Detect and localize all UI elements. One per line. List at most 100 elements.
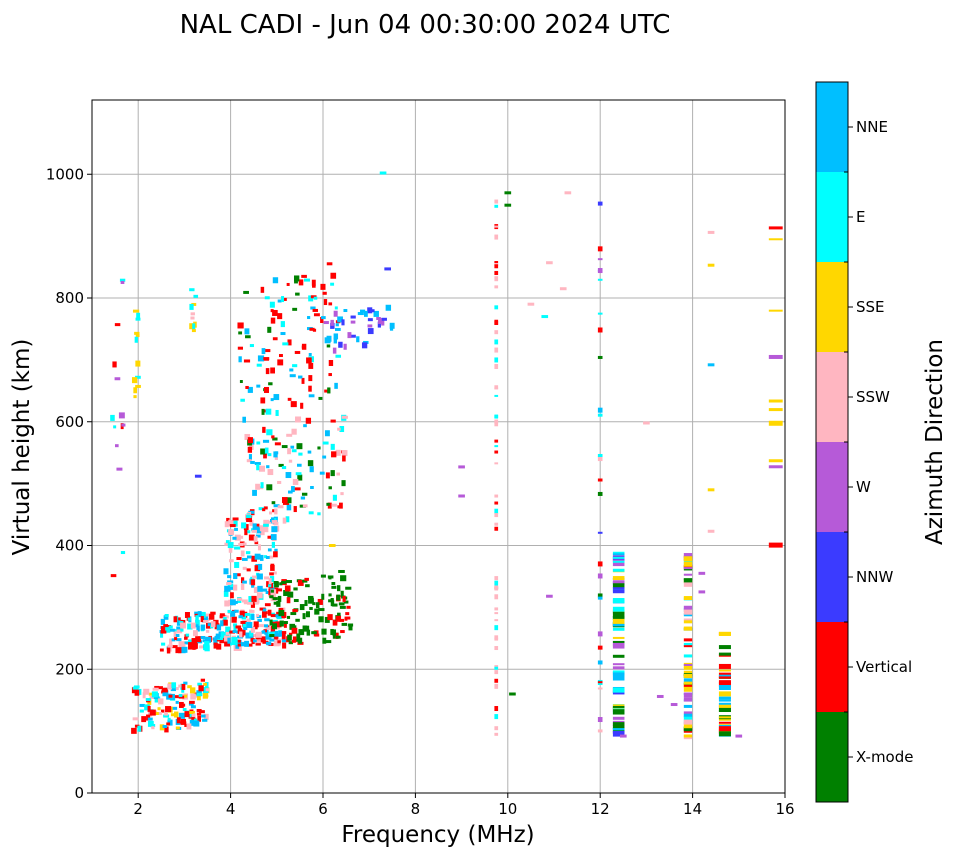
echo-mark: [248, 534, 255, 541]
echo-mark: [263, 523, 269, 527]
echo-mark: [239, 629, 246, 636]
echo-mark: [718, 716, 731, 719]
echo-mark: [171, 682, 177, 689]
echo-mark: [612, 582, 625, 588]
echo-mark: [612, 687, 625, 693]
echo-mark: [240, 643, 245, 647]
echo-mark: [189, 713, 196, 720]
echo-mark: [328, 593, 332, 597]
echo-mark: [178, 684, 182, 688]
colorbar-label: Azimuth Direction: [922, 339, 948, 545]
echo-mark: [287, 634, 292, 641]
echo-mark: [612, 618, 625, 624]
echo-mark: [612, 716, 625, 720]
colorbar: X-mode Vertical NNW W SSW SSE E NNE: [816, 82, 913, 802]
echo-mark: [683, 553, 693, 559]
echo-mark: [612, 589, 625, 594]
echo-mark: [283, 621, 287, 628]
echo-mark: [718, 691, 731, 697]
echo-mark: [188, 702, 194, 706]
echo-mark: [683, 678, 693, 684]
echo-mark: [494, 199, 499, 204]
echo-mark: [176, 638, 182, 642]
echo-mark: [298, 629, 305, 636]
echo-mark: [718, 699, 731, 702]
echo-mark: [244, 640, 249, 647]
echo-mark: [197, 611, 202, 618]
echo-mark: [220, 631, 226, 638]
echo-mark: [277, 359, 284, 366]
echo-mark: [227, 575, 232, 579]
echo-mark: [597, 478, 603, 482]
echo-mark: [656, 694, 664, 698]
echo-mark: [148, 692, 154, 696]
echo-mark: [213, 639, 217, 646]
echo-mark: [314, 633, 320, 637]
echo-mark: [255, 483, 260, 490]
echo-mark: [683, 654, 693, 658]
echo-mark: [313, 313, 320, 317]
echo-mark: [203, 682, 207, 686]
cluster-upper-spread: [237, 262, 342, 423]
cluster-low-E-layer: [131, 678, 210, 734]
echo-mark: [494, 450, 499, 454]
echo-mark: [320, 574, 326, 578]
echo-mark: [253, 621, 259, 628]
echo-mark: [157, 711, 162, 715]
echo-mark: [273, 601, 279, 605]
echo-mark: [310, 306, 316, 310]
echo-mark: [328, 544, 336, 547]
echo-mark: [190, 312, 195, 316]
x-tick-label: 2: [133, 800, 143, 818]
echo-mark: [612, 616, 625, 619]
echo-mark: [251, 529, 257, 533]
echo-mark: [233, 573, 238, 580]
echo-mark: [273, 394, 280, 401]
echo-mark: [259, 607, 266, 611]
echo-mark: [273, 504, 280, 508]
echo-mark: [295, 472, 302, 476]
echo-mark: [147, 705, 151, 712]
echo-mark: [143, 688, 150, 695]
echo-mark: [612, 663, 625, 666]
echo-mark: [612, 641, 625, 647]
echo-mark: [282, 517, 287, 524]
echo-mark: [167, 717, 171, 721]
echo-mark: [167, 683, 172, 690]
echo-mark: [330, 322, 335, 329]
echo-mark: [683, 713, 693, 717]
echo-mark: [224, 600, 230, 607]
echo-mark: [286, 433, 293, 437]
echo-mark: [559, 287, 567, 291]
echo-mark: [258, 563, 263, 570]
echo-mark: [175, 687, 179, 691]
echo-mark: [135, 317, 141, 321]
echo-mark: [287, 591, 294, 598]
echo-mark: [328, 373, 332, 377]
echo-mark: [718, 707, 731, 712]
echo-mark: [612, 666, 625, 670]
echo-mark: [291, 639, 296, 643]
echo-mark: [331, 503, 337, 507]
echo-mark: [180, 622, 186, 629]
echo-mark: [312, 328, 317, 332]
echo-mark: [254, 597, 260, 604]
x-tick-label: 16: [775, 800, 794, 818]
echo-mark: [205, 636, 212, 643]
echo-mark: [612, 636, 625, 639]
echo-mark: [277, 588, 282, 592]
echo-mark: [170, 688, 176, 692]
echo-mark: [210, 611, 216, 615]
echo-mark: [147, 720, 154, 727]
echo-mark: [307, 595, 314, 599]
echo-mark: [345, 612, 350, 616]
echo-mark: [698, 571, 706, 575]
echo-mark: [265, 368, 270, 375]
echo-mark: [295, 292, 300, 296]
echo-mark: [254, 553, 261, 560]
echo-mark: [333, 333, 339, 340]
echo-mark: [230, 599, 236, 606]
echo-mark: [335, 449, 341, 456]
echo-mark: [683, 673, 693, 678]
echo-mark: [269, 301, 275, 308]
